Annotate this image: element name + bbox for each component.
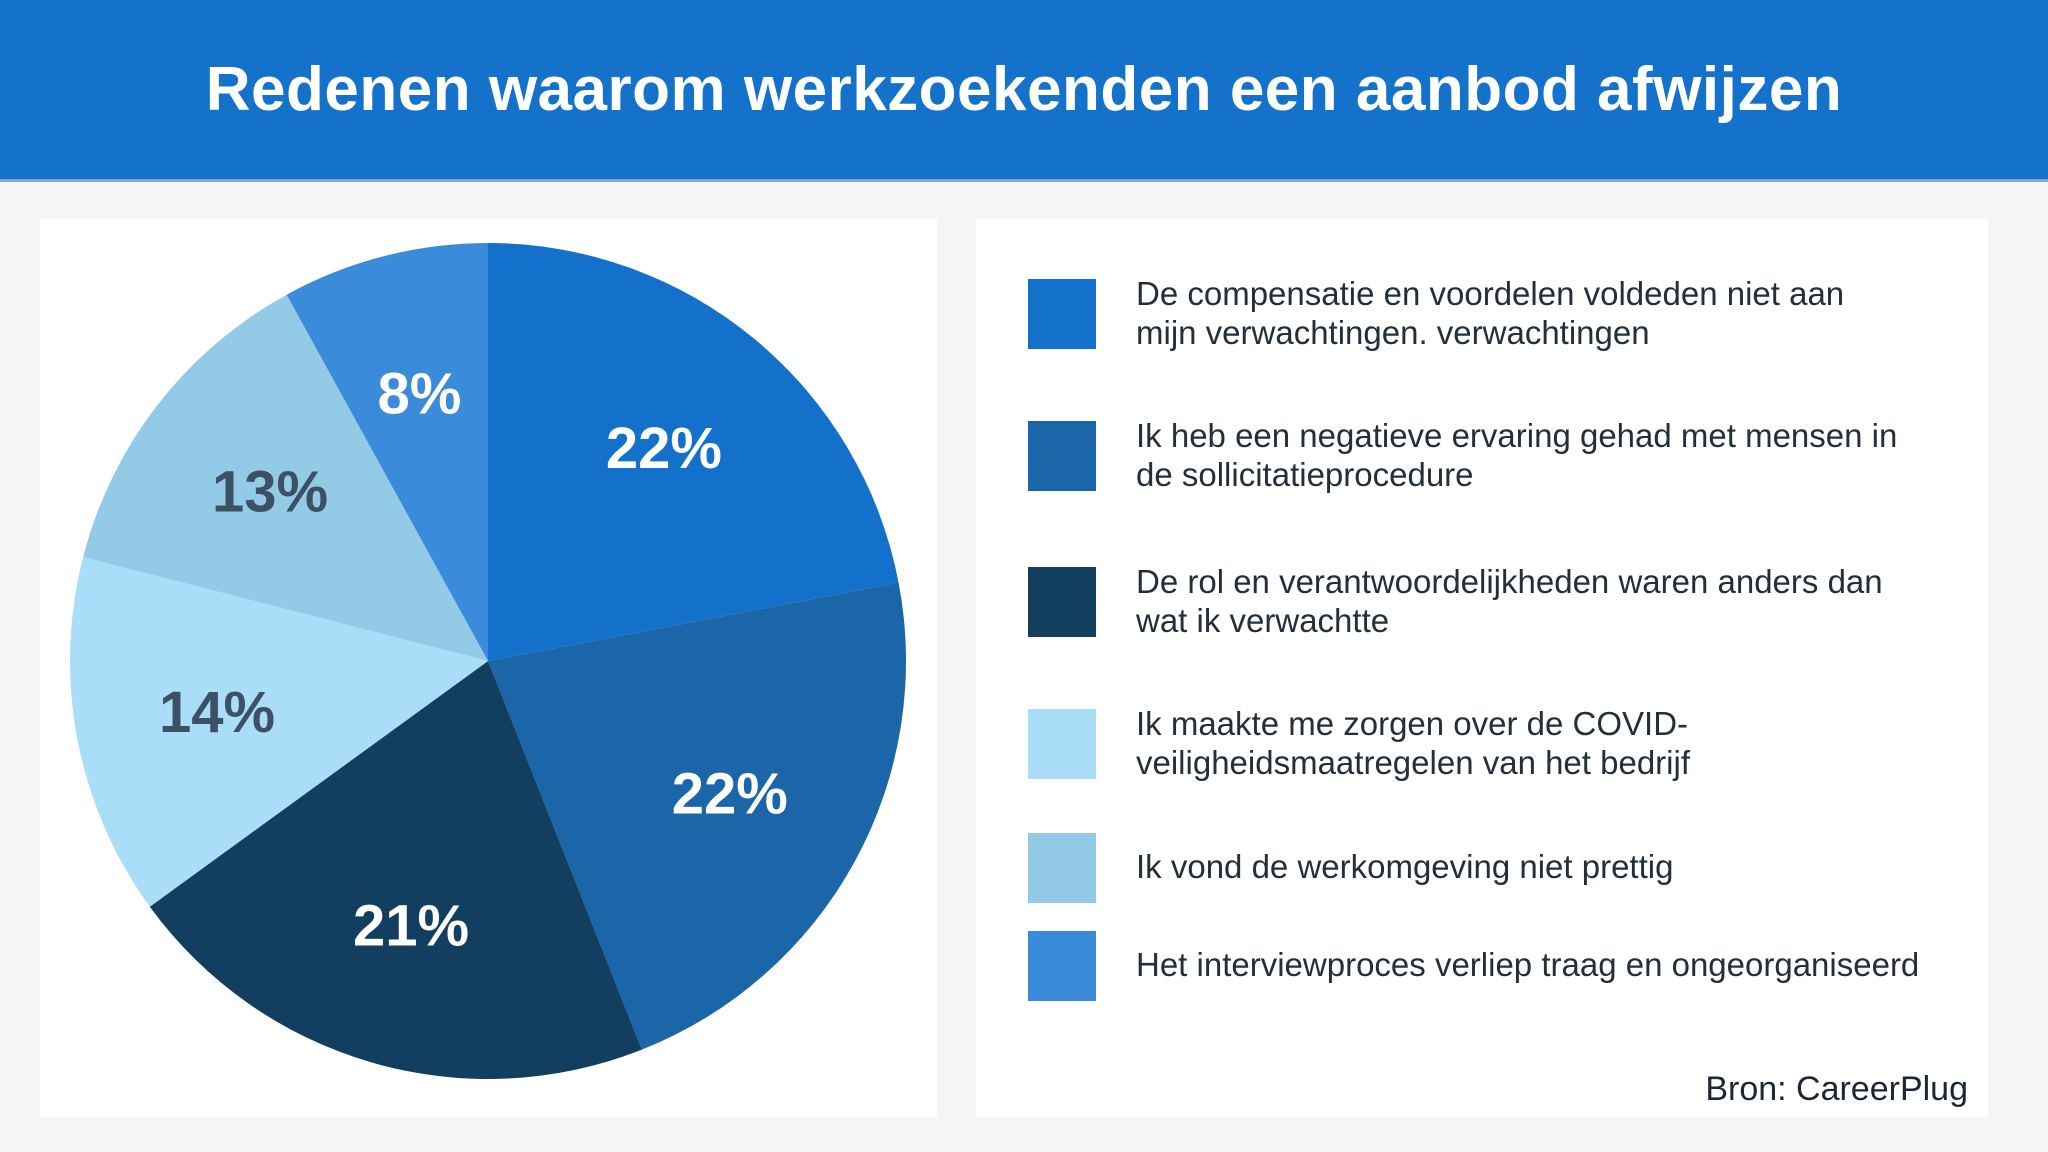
legend-label: De rol en verantwoordelijkheden waren an…	[1136, 562, 1883, 639]
legend-label: Ik vond de werkomgeving niet prettig	[1136, 848, 1674, 886]
pie-slice	[69, 557, 488, 907]
legend-swatch	[1028, 930, 1096, 1001]
legend: De compensatie en voordelen voldeden nie…	[976, 219, 1988, 1001]
legend-item: De compensatie en voordelen voldeden nie…	[1028, 275, 1968, 353]
legend-swatch	[1028, 832, 1096, 903]
content-area: 22% 22% 21% 14% 13% 8% De compensatie en voor…	[40, 219, 1988, 1117]
legend-swatch	[1028, 708, 1096, 779]
legend-card: De compensatie en voordelen voldeden nie…	[976, 219, 1988, 1117]
header-banner: Redenen waarom werkzoekenden een aanbod …	[0, 0, 2048, 182]
pie-slice	[488, 243, 899, 661]
legend-item: Ik heb een negatieve ervaring gehad met …	[1028, 417, 1968, 495]
page-title: Redenen waarom werkzoekenden een aanbod …	[205, 55, 1843, 124]
pie-chart: 22% 22% 21% 14% 13% 8%	[69, 243, 907, 1080]
legend-item: De rol en verantwoordelijkheden waren an…	[1028, 563, 1968, 641]
pie-slice	[488, 582, 907, 1050]
legend-swatch	[1028, 566, 1096, 637]
pie-slice-label: 21%	[353, 893, 469, 958]
pie-slice-label: 22%	[606, 416, 722, 481]
legend-item: Ik maakte me zorgen over de COVID- veili…	[1028, 705, 1968, 783]
legend-swatch	[1028, 278, 1096, 349]
legend-label: Ik heb een negatieve ervaring gehad met …	[1136, 416, 1898, 493]
pie-slice-label: 13%	[212, 459, 328, 524]
pie-slice-label: 14%	[159, 680, 275, 745]
legend-item: Het interviewproces verliep traag en ong…	[1028, 930, 1968, 1001]
pie-slice	[83, 294, 488, 661]
legend-swatch	[1028, 420, 1096, 491]
pie-slice	[286, 243, 488, 661]
pie-slice	[149, 661, 642, 1080]
pie-slice-label: 22%	[672, 761, 788, 826]
pie-slice-label: 8%	[377, 361, 461, 426]
legend-item: Ik vond de werkomgeving niet prettig	[1028, 832, 1968, 903]
legend-label: De compensatie en voordelen voldeden nie…	[1136, 275, 1845, 351]
source-attribution: Bron: CareerPlug	[1705, 1070, 1968, 1108]
legend-label: Ik maakte me zorgen over de COVID- veili…	[1136, 704, 1691, 781]
pie-chart-card: 22% 22% 21% 14% 13% 8%	[40, 219, 937, 1117]
legend-label: Het interviewproces verliep traag en ong…	[1136, 946, 1920, 984]
